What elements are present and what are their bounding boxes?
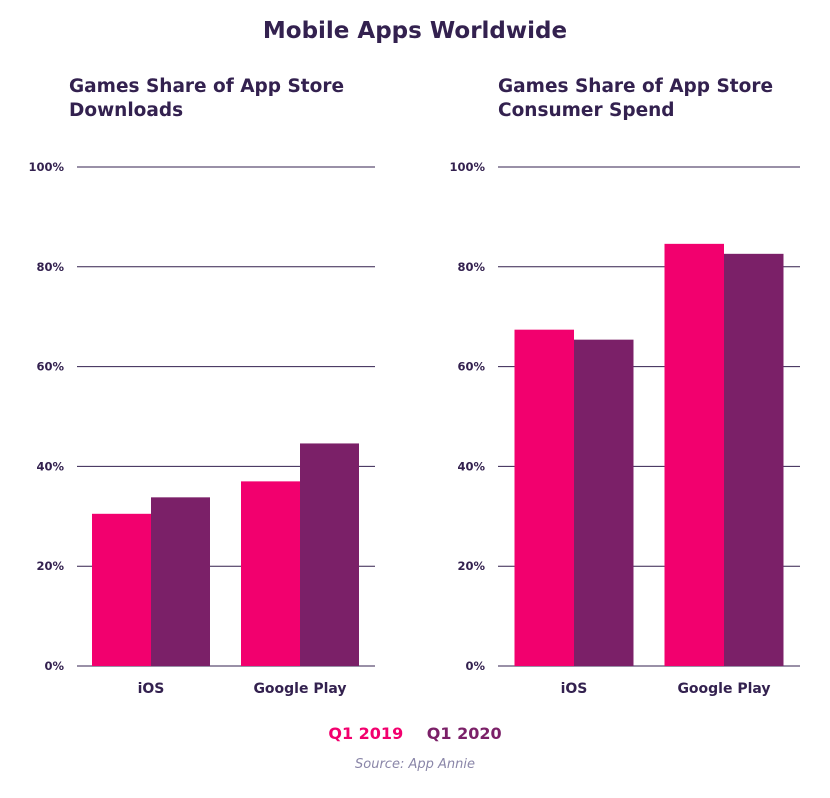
bar-google-play-q1-2019 [241,481,300,666]
chart-title-downloads: Games Share of App Store Downloads [69,76,345,121]
y-tick-label: 40% [457,459,485,473]
legend-q1-2019[interactable]: Q1 2019 [328,724,404,743]
source-note: Source: App Annie [355,757,475,772]
y-tick-label: 100% [449,160,485,174]
y-tick-label: 20% [36,559,64,573]
y-tick-label: 20% [457,559,485,573]
y-tick-label: 100% [28,160,64,174]
bar-ios-q1-2020 [151,497,210,666]
y-tick-label: 60% [36,360,64,374]
y-tick-label: 80% [36,260,64,274]
y-tick-label: 40% [36,459,64,473]
bar-ios-q1-2019 [514,329,574,666]
legend: Q1 2019 Q1 2020 [0,724,830,743]
bar-google-play-q1-2020 [724,253,784,667]
bar-google-play-q1-2019 [664,243,724,666]
x-category-label: Google Play [253,681,346,697]
y-tick-label: 0% [465,659,485,673]
x-category-label: Google Play [677,681,770,697]
y-tick-label: 60% [457,360,485,374]
legend-q1-2020[interactable]: Q1 2020 [426,724,502,743]
x-category-label: iOS [138,681,165,697]
main-title: Mobile Apps Worldwide [262,18,568,44]
bar-ios-q1-2020 [574,339,634,666]
x-category-label: iOS [561,681,588,697]
y-tick-label: 0% [44,659,64,673]
y-tick-label: 80% [457,260,485,274]
bar-ios-q1-2019 [92,513,151,666]
bar-google-play-q1-2020 [300,443,359,666]
chart-title-consumer-spend: Games Share of App Store Consumer Spend [498,76,774,121]
